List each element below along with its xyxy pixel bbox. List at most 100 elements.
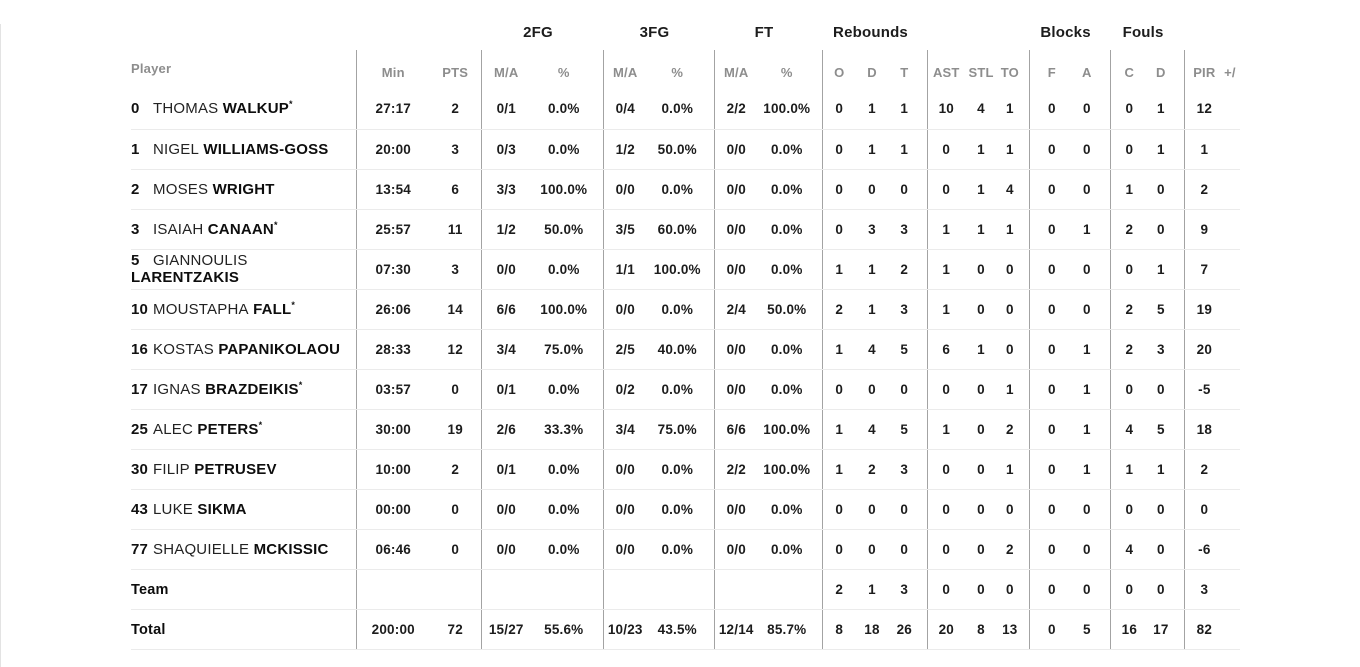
stat-reb-o: 8 — [821, 609, 857, 650]
stat-3fg-ma: 10/23 — [602, 609, 647, 650]
stat-foul-c: 0 — [1109, 569, 1149, 610]
stat-min: 10:00 — [355, 449, 430, 490]
group-header-ft: FT — [754, 24, 774, 41]
stat-2fg-pct: 0.0% — [531, 529, 603, 570]
stat-ast: 10 — [926, 89, 966, 130]
stat-blk-f: 0 — [1028, 289, 1075, 330]
stat-blk-a: 0 — [1074, 89, 1111, 130]
stat-ast: 6 — [926, 329, 966, 370]
stat-reb-t: 3 — [888, 209, 928, 250]
group-header-rebounds: Rebounds — [833, 24, 908, 41]
player-name[interactable]: 3 ISAIAH CANAAN* — [131, 209, 356, 250]
stat-pts: 12 — [430, 329, 481, 370]
player-name[interactable]: 77 SHAQUIELLE MCKISSIC — [131, 529, 356, 570]
stat-reb-o: 1 — [821, 449, 857, 490]
stat-reb-d: 1 — [856, 249, 889, 290]
stat-foul-d: 0 — [1148, 369, 1185, 410]
column-header-min: Min — [355, 50, 430, 89]
stat-reb-t: 0 — [888, 369, 928, 410]
group-header-2fg: 2FG — [523, 24, 553, 41]
starter-mark: * — [291, 299, 296, 310]
stat-foul-c: 0 — [1109, 89, 1149, 130]
stat-plus-minus — [1224, 329, 1241, 370]
stat-min: 03:57 — [355, 369, 430, 410]
player-last-name: WRIGHT — [212, 180, 275, 198]
stat-blk-a: 1 — [1074, 369, 1111, 410]
stat-to: 4 — [997, 169, 1030, 210]
box-score: Player 2FG 3FG FT Rebounds Blocks Fouls … — [131, 24, 1360, 650]
player-last-name: MCKISSIC — [253, 540, 329, 558]
stat-stl: 1 — [965, 129, 998, 170]
stat-reb-d: 3 — [856, 209, 889, 250]
stat-2fg-ma: 0/1 — [480, 89, 531, 130]
player-name[interactable]: 10 MOUSTAPHA FALL* — [131, 289, 356, 330]
stat-2fg-ma: 6/6 — [480, 289, 531, 330]
stat-blk-f: 0 — [1028, 249, 1075, 290]
stat-foul-d: 0 — [1148, 569, 1185, 610]
stat-2fg-pct: 33.3% — [531, 409, 603, 450]
stat-reb-d: 0 — [856, 489, 889, 530]
player-last-name: CANAAN — [207, 220, 274, 238]
stat-pir: 12 — [1183, 89, 1225, 130]
jersey-number: 3 — [131, 220, 140, 238]
stat-ft-pct: 0.0% — [758, 369, 823, 410]
stat-2fg-pct: 55.6% — [531, 609, 603, 650]
stat-3fg-ma: 0/4 — [602, 89, 647, 130]
stat-2fg-pct: 0.0% — [531, 489, 603, 530]
stat-reb-t: 3 — [888, 289, 928, 330]
stat-pts: 6 — [430, 169, 481, 210]
group-header-3fg: 3FG — [639, 24, 670, 41]
stat-2fg-pct: 0.0% — [531, 129, 603, 170]
stat-reb-t: 5 — [888, 409, 928, 450]
stat-pts: 0 — [430, 369, 481, 410]
stat-2fg-ma: 3/3 — [480, 169, 531, 210]
stat-2fg-pct: 0.0% — [531, 249, 603, 290]
player-name[interactable]: 5 GIANNOULIS LARENTZAKIS — [131, 249, 356, 290]
stat-reb-d: 4 — [856, 329, 889, 370]
stat-reb-d: 1 — [856, 289, 889, 330]
stat-to: 1 — [997, 209, 1030, 250]
stat-foul-c: 4 — [1109, 529, 1149, 570]
starter-mark: * — [288, 99, 293, 110]
player-name[interactable]: 0 THOMAS WALKUP* — [131, 89, 356, 130]
player-first-name: ALEC — [153, 420, 193, 438]
stat-ft-ma: 2/2 — [713, 89, 758, 130]
player-name[interactable]: 43 LUKE SIKMA — [131, 489, 356, 530]
stat-reb-o: 0 — [821, 209, 857, 250]
stat-ft-pct: 50.0% — [758, 289, 823, 330]
player-name[interactable]: 25 ALEC PETERS* — [131, 409, 356, 450]
player-first-name: NIGEL — [153, 140, 200, 158]
stat-ft-ma: 0/0 — [713, 529, 758, 570]
stat-pts: 19 — [430, 409, 481, 450]
stat-min: 20:00 — [355, 129, 430, 170]
player-name[interactable]: 30 FILIP PETRUSEV — [131, 449, 356, 490]
stat-ast: 20 — [926, 609, 966, 650]
stat-blk-f: 0 — [1028, 569, 1075, 610]
stat-ft-ma: 0/0 — [713, 249, 758, 290]
stat-blk-a: 1 — [1074, 329, 1111, 370]
player-last-name: Team — [131, 581, 169, 598]
stat-3fg-pct: 0.0% — [647, 89, 714, 130]
player-name[interactable]: 1 NIGEL WILLIAMS-GOSS — [131, 129, 356, 170]
stat-2fg-ma — [480, 569, 531, 610]
stat-reb-o: 0 — [821, 129, 857, 170]
player-name[interactable]: 2 MOSES WRIGHT — [131, 169, 356, 210]
stat-foul-d: 1 — [1148, 89, 1185, 130]
stat-reb-o: 0 — [821, 489, 857, 530]
player-last-name: WALKUP — [222, 100, 289, 118]
player-last-name: WILLIAMS-GOSS — [203, 140, 329, 158]
stat-ft-ma: 0/0 — [713, 369, 758, 410]
column-header-3fg-pct: % — [671, 65, 684, 80]
player-first-name: ISAIAH — [153, 220, 204, 238]
stat-reb-o: 1 — [821, 329, 857, 370]
stat-ast: 1 — [926, 209, 966, 250]
stat-reb-d: 1 — [856, 129, 889, 170]
player-name[interactable]: 17 IGNAS BRAZDEIKIS* — [131, 369, 356, 410]
stat-reb-o: 0 — [821, 369, 857, 410]
player-first-name: LUKE — [153, 500, 193, 518]
column-header-3fg-ma: M/A — [602, 50, 647, 89]
stat-ft-ma: 0/0 — [713, 489, 758, 530]
player-name[interactable]: 16 KOSTAS PAPANIKOLAOU — [131, 329, 356, 370]
stat-pts: 11 — [430, 209, 481, 250]
table-row: 77 SHAQUIELLE MCKISSIC 06:46 0 0/0 0.0% 0… — [131, 529, 1241, 570]
